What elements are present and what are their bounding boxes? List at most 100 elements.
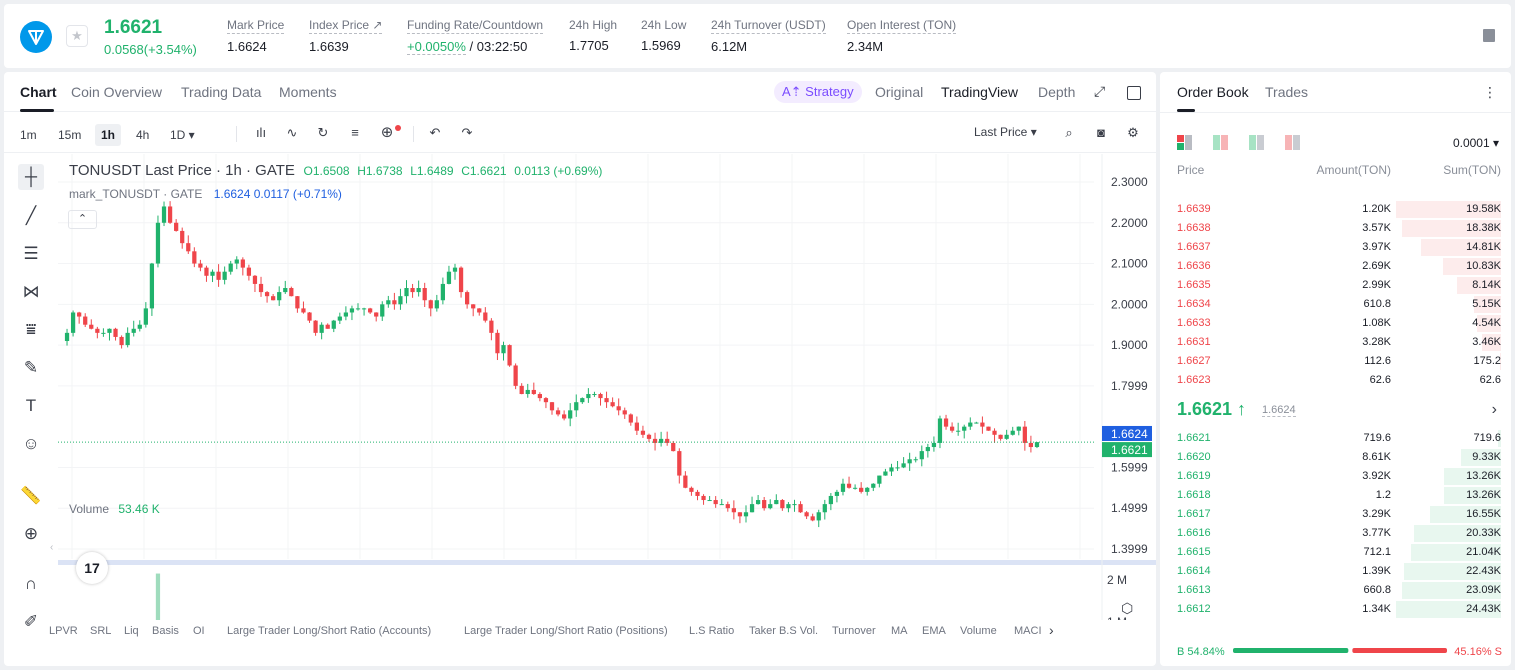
- bid-row[interactable]: 1.6621 719.6 719.6: [1160, 429, 1511, 448]
- indicator-ls-accounts[interactable]: Large Trader Long/Short Ratio (Accounts): [227, 625, 432, 637]
- bid-row[interactable]: 1.6615 712.1 21.04K: [1160, 543, 1511, 562]
- add-indicator-icon[interactable]: ⊕: [380, 124, 394, 141]
- bid-row[interactable]: 1.6613 660.8 23.09K: [1160, 581, 1511, 600]
- indicators-icon[interactable]: ∿: [286, 125, 298, 140]
- stat-index-price[interactable]: Index Price ↗ 1.6639: [309, 18, 383, 54]
- scroll-left-icon[interactable]: ‹: [50, 542, 54, 553]
- indicator-ma[interactable]: MA: [891, 625, 908, 637]
- indicator-ls-positions[interactable]: Large Trader Long/Short Ratio (Positions…: [464, 625, 668, 637]
- pencil-icon[interactable]: ✐: [23, 612, 39, 631]
- pane-separator: [58, 560, 1156, 565]
- lines-icon[interactable]: ☰: [23, 244, 39, 263]
- undo-icon[interactable]: ↶: [429, 125, 441, 140]
- ruler-icon[interactable]: 📏: [20, 486, 42, 505]
- bid-row[interactable]: 1.6614 1.39K 22.43K: [1160, 562, 1511, 581]
- favorite-star-icon[interactable]: ★: [66, 25, 88, 47]
- axis-settings-icon[interactable]: ⬡: [1121, 600, 1134, 616]
- text-icon[interactable]: T: [25, 396, 37, 415]
- more-options-icon[interactable]: ⋮: [1483, 84, 1497, 100]
- indicator-srl[interactable]: SRL: [90, 625, 112, 637]
- settings-gear-icon[interactable]: ⚙: [1127, 125, 1139, 140]
- indicator-turnover[interactable]: Turnover: [832, 625, 876, 637]
- ask-amount: 3.57K: [1362, 222, 1391, 234]
- bid-row[interactable]: 1.6618 1.2 13.26K: [1160, 486, 1511, 505]
- candle-type-icon[interactable]: ılı: [255, 125, 267, 140]
- ask-row[interactable]: 1.6638 3.57K 18.38K: [1160, 219, 1511, 238]
- candle-body: [471, 304, 476, 309]
- precision-select[interactable]: 0.0001 ▾: [1452, 136, 1499, 150]
- bid-row[interactable]: 1.6619 3.92K 13.26K: [1160, 467, 1511, 486]
- tab-coin-overview[interactable]: Coin Overview: [71, 84, 163, 100]
- tab-chart[interactable]: Chart: [20, 84, 57, 100]
- strategy-button[interactable]: A⇡ Strategy: [774, 81, 862, 103]
- emoji-icon[interactable]: ☺: [22, 434, 40, 453]
- indicator-ema[interactable]: EMA: [922, 625, 946, 637]
- book-icon[interactable]: [1483, 29, 1495, 42]
- collapse-legend-button[interactable]: ⌃: [68, 210, 97, 229]
- pattern-icon[interactable]: ⋈: [22, 282, 40, 301]
- search-icon[interactable]: ⌕: [1065, 125, 1073, 140]
- tab-trades[interactable]: Trades: [1265, 84, 1309, 100]
- indicator-oi[interactable]: OI: [193, 625, 205, 637]
- view-depth[interactable]: Depth: [1038, 84, 1076, 100]
- fib-icon[interactable]: ⩸: [25, 320, 37, 339]
- last-price: 1.6621: [104, 17, 163, 38]
- ask-row[interactable]: 1.6623 62.6 62.6: [1160, 371, 1511, 390]
- bid-row[interactable]: 1.6617 3.29K 16.55K: [1160, 505, 1511, 524]
- indicator-macd[interactable]: MACI: [1014, 625, 1042, 637]
- refresh-icon[interactable]: ↻: [317, 125, 329, 140]
- magnet-icon[interactable]: ∩: [24, 574, 38, 593]
- bid-row[interactable]: 1.6612 1.34K 24.43K: [1160, 600, 1511, 619]
- view-tradingview[interactable]: TradingView: [941, 84, 1019, 100]
- ask-price: 1.6627: [1177, 355, 1211, 367]
- indicator-basis[interactable]: Basis: [152, 625, 179, 637]
- candle-body: [677, 451, 682, 476]
- ask-row[interactable]: 1.6633 1.08K 4.54K: [1160, 314, 1511, 333]
- tradingview-logo-icon[interactable]: 17: [76, 552, 108, 584]
- price-chart[interactable]: 2.3000 2.2000 2.1000 2.0000 1.9000 1.7999 1.59…: [58, 154, 1156, 620]
- view-both-alt-icon[interactable]: [1213, 135, 1228, 150]
- indicator-scroll-right-icon[interactable]: ›: [1049, 622, 1054, 638]
- candle-body: [1004, 434, 1009, 439]
- indicator-lpvr[interactable]: LPVR: [49, 625, 78, 637]
- ask-amount: 610.8: [1363, 298, 1391, 310]
- view-asks-icon[interactable]: [1285, 135, 1300, 150]
- timeframe-4h[interactable]: 4h: [136, 128, 150, 142]
- ask-row[interactable]: 1.6639 1.20K 19.58K: [1160, 200, 1511, 219]
- tab-moments[interactable]: Moments: [279, 84, 337, 100]
- templates-icon[interactable]: ≡: [351, 125, 359, 140]
- bid-price: 1.6617: [1177, 508, 1211, 520]
- expand-icon[interactable]: ⤢: [1094, 83, 1106, 99]
- tab-order-book[interactable]: Order Book: [1177, 84, 1249, 100]
- tab-trading-data[interactable]: Trading Data: [181, 84, 262, 100]
- zoom-in-icon[interactable]: ⊕: [23, 524, 39, 543]
- camera-icon[interactable]: ◙: [1097, 125, 1105, 140]
- ask-row[interactable]: 1.6635 2.99K 8.14K: [1160, 276, 1511, 295]
- view-bids-icon[interactable]: [1249, 135, 1264, 150]
- chevron-right-icon[interactable]: ›: [1491, 401, 1497, 418]
- indicator-taker-vol[interactable]: Taker B.S Vol.: [749, 625, 819, 637]
- redo-icon[interactable]: ↷: [461, 125, 473, 140]
- bid-row[interactable]: 1.6620 8.61K 9.33K: [1160, 448, 1511, 467]
- timeframe-15m[interactable]: 15m: [58, 128, 82, 142]
- ask-row[interactable]: 1.6631 3.28K 3.46K: [1160, 333, 1511, 352]
- bid-row[interactable]: 1.6616 3.77K 20.33K: [1160, 524, 1511, 543]
- ask-row[interactable]: 1.6636 2.69K 10.83K: [1160, 257, 1511, 276]
- indicator-liq[interactable]: Liq: [124, 625, 139, 637]
- candle-body: [537, 394, 542, 399]
- timeframe-1m[interactable]: 1m: [20, 128, 37, 142]
- ask-row[interactable]: 1.6637 3.97K 14.81K: [1160, 238, 1511, 257]
- timeframe-1h[interactable]: 1h: [95, 124, 122, 146]
- ask-row[interactable]: 1.6627 112.6 175.2: [1160, 352, 1511, 371]
- brush-icon[interactable]: ✎: [23, 358, 39, 377]
- trendline-icon[interactable]: ╱: [25, 206, 37, 225]
- indicator-ls-ratio[interactable]: L.S Ratio: [689, 625, 735, 637]
- view-both-icon[interactable]: [1177, 135, 1192, 150]
- timeframe-1d-dropdown[interactable]: 1D ▾: [170, 128, 195, 142]
- crosshair-icon[interactable]: ┼: [18, 164, 44, 190]
- indicator-volume[interactable]: Volume: [960, 625, 997, 637]
- price-type-select[interactable]: Last Price ▾: [974, 125, 1037, 139]
- window-icon[interactable]: [1127, 86, 1141, 100]
- view-original[interactable]: Original: [875, 84, 924, 100]
- ask-row[interactable]: 1.6634 610.8 5.15K: [1160, 295, 1511, 314]
